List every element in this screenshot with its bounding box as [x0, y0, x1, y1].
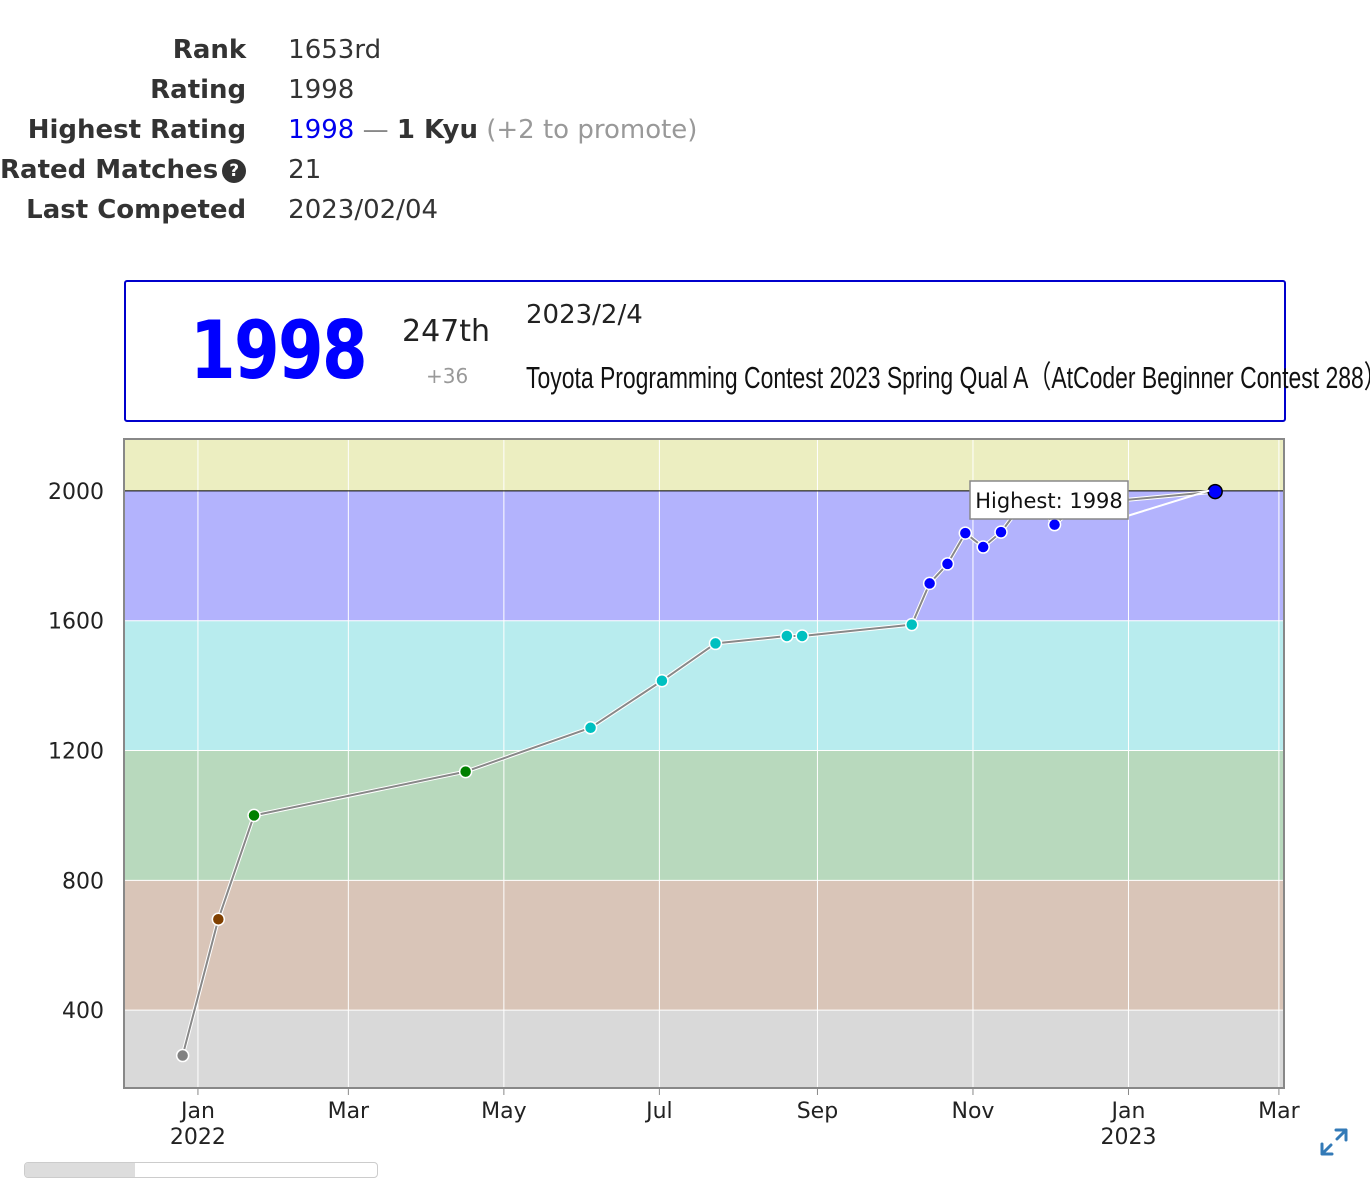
data-point[interactable]: [780, 629, 794, 643]
last-competed-value: 2023/02/04: [288, 195, 439, 225]
plot-frame: [123, 438, 1285, 1089]
y-tick-label: 1200: [48, 740, 104, 765]
x-tick-sublabel: 2022: [170, 1125, 226, 1150]
rating-row: Rating 1998: [0, 70, 697, 110]
rated-matches-row: Rated Matches? 21: [0, 150, 697, 190]
data-point[interactable]: [247, 808, 261, 823]
expand-icon[interactable]: [1318, 1126, 1350, 1158]
rank-label: Rank: [172, 35, 247, 65]
rating-label: Rating: [150, 75, 247, 105]
x-tick-label: Jul: [644, 1099, 673, 1124]
highest-rating-dash: —: [362, 115, 389, 145]
x-tick-sublabel: 2023: [1100, 1125, 1156, 1150]
last-competed-label: Last Competed: [26, 195, 247, 225]
x-tick-label: Mar: [1258, 1099, 1300, 1124]
x-tick-label: Jan: [1110, 1099, 1146, 1124]
rated-matches-label: Rated Matches: [0, 155, 219, 185]
x-tick-label: Sep: [797, 1099, 838, 1124]
data-point[interactable]: [922, 576, 937, 591]
x-tick-label: May: [481, 1099, 526, 1124]
annotation-box: [969, 480, 1129, 520]
data-point[interactable]: [795, 629, 809, 643]
y-tick-label: 1600: [48, 610, 104, 635]
data-point[interactable]: [905, 617, 919, 632]
rated-matches-value: 21: [288, 155, 322, 185]
profile-table: Rank 1653rd Rating 1998 Highest Rating 1…: [0, 30, 697, 230]
x-tick-label: Jan: [179, 1099, 215, 1124]
y-tick-label: 2000: [48, 480, 104, 505]
highest-annotation: Highest: 1998: [975, 489, 1123, 513]
rating-band-1: [124, 880, 1284, 1011]
status-rating-diff: +36: [426, 364, 469, 388]
rank-value: 1653rd: [288, 35, 382, 65]
last-competed-row: Last Competed 2023/02/04: [0, 190, 697, 230]
kyu-label: 1 Kyu: [396, 115, 478, 145]
highest-rating-label: Highest Rating: [27, 115, 247, 145]
rating-value: 1998: [288, 75, 355, 105]
highest-rating-row: Highest Rating 1998 — 1 Kyu (+2 to promo…: [0, 110, 698, 150]
data-point[interactable]: [458, 764, 473, 779]
data-point[interactable]: [1207, 483, 1223, 500]
status-date: 2023/2/4: [526, 300, 643, 330]
highest-rating-cell: 1998 — 1 Kyu (+2 to promote): [288, 110, 697, 150]
promote-hint: (+2 to promote): [486, 115, 698, 145]
contest-status-box: 1998 247th +36 2023/2/4 Toyota Programmi…: [124, 280, 1370, 422]
data-point[interactable]: [1047, 517, 1062, 532]
y-tick-label: 800: [62, 869, 104, 894]
rank-row: Rank 1653rd: [0, 30, 697, 70]
data-point[interactable]: [958, 526, 973, 540]
data-point[interactable]: [994, 525, 1008, 539]
x-tick-label: Mar: [328, 1099, 370, 1124]
status-place: 247th: [402, 314, 491, 349]
data-point[interactable]: [655, 674, 669, 688]
rating-band-2: [124, 750, 1284, 881]
chart-toggle-tabs[interactable]: [24, 1162, 378, 1178]
annotation-connector: [1123, 489, 1210, 518]
rating-band-0: [124, 1010, 1284, 1088]
data-point[interactable]: [175, 1048, 190, 1063]
rated-matches-label-cell: Rated Matches?: [0, 150, 288, 190]
data-point[interactable]: [940, 557, 955, 571]
rating-band-3: [124, 620, 1284, 751]
question-circle-icon[interactable]: ?: [222, 159, 247, 183]
status-rating: 1998: [190, 304, 368, 397]
x-tick-label: Nov: [951, 1099, 994, 1124]
status-contest-name: Toyota Programming Contest 2023 Spring Q…: [526, 360, 1370, 395]
y-tick-label: 400: [62, 999, 104, 1024]
highest-rating-value: 1998: [288, 115, 355, 145]
data-point[interactable]: [708, 636, 723, 651]
data-point[interactable]: [583, 721, 598, 735]
data-point[interactable]: [976, 540, 990, 554]
chart-toggle-active-tab[interactable]: [25, 1163, 135, 1177]
data-point[interactable]: [211, 912, 226, 927]
